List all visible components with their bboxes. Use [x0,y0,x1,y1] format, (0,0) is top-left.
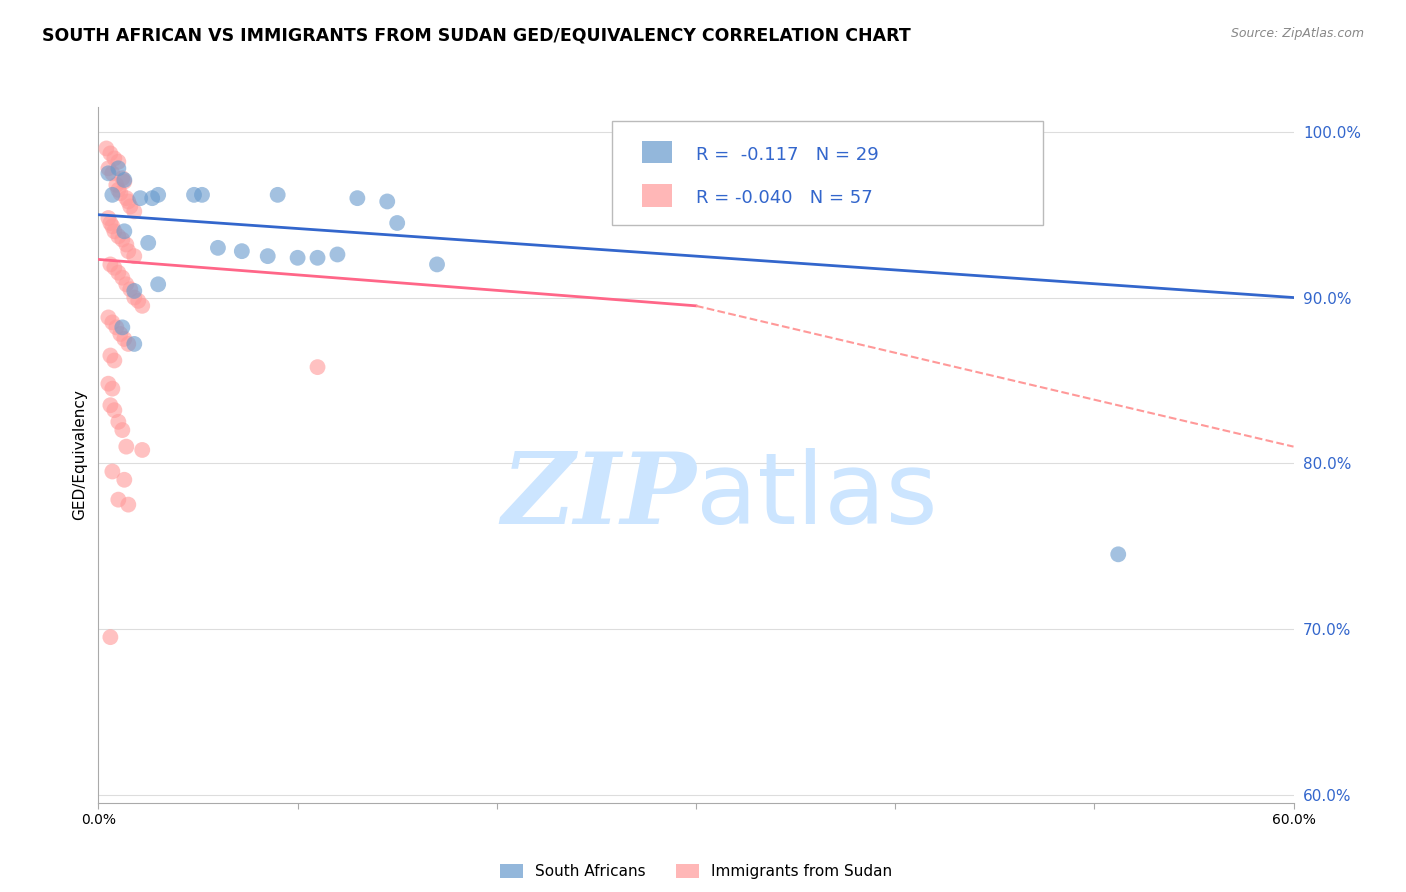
Text: SOUTH AFRICAN VS IMMIGRANTS FROM SUDAN GED/EQUIVALENCY CORRELATION CHART: SOUTH AFRICAN VS IMMIGRANTS FROM SUDAN G… [42,27,911,45]
Point [101,465,124,479]
Point [96,141,118,155]
Legend: South Africans, Immigrants from Sudan: South Africans, Immigrants from Sudan [494,858,898,886]
Point [127,293,149,308]
Point [111,320,134,334]
Point [103,224,125,238]
Point [131,299,153,313]
Point [103,152,125,166]
Point [107,183,129,197]
Point [98,398,122,412]
Point [111,270,134,285]
Point [110,326,132,341]
Point [98,216,122,230]
FancyBboxPatch shape [643,141,672,163]
Point [107,266,129,280]
Point [287,251,309,265]
Point [148,187,170,202]
Point [124,249,146,263]
Point [107,415,129,429]
Point [307,251,329,265]
Point [112,175,135,189]
Point [385,216,409,230]
Point [231,244,253,259]
Point [326,247,349,261]
Point [117,194,139,209]
Point [97,310,120,325]
Point [105,320,128,334]
Point [103,403,125,417]
Point [97,376,120,391]
Point [101,382,124,396]
Point [426,257,449,271]
Point [117,498,139,512]
Point [124,204,146,219]
Point [375,194,398,209]
Point [124,284,146,298]
Point [191,187,214,202]
Point [98,257,122,271]
Point [115,237,138,252]
Point [120,282,142,296]
Point [117,337,139,351]
Point [148,277,170,292]
Point [120,199,142,213]
Point [107,229,129,244]
Point [129,191,152,205]
Point [98,630,122,644]
Point [107,154,129,169]
Point [124,291,146,305]
Point [110,186,132,201]
Point [97,211,120,225]
FancyBboxPatch shape [643,185,672,207]
Point [115,191,138,205]
Point [103,260,125,275]
Point [267,187,290,202]
Point [136,235,159,250]
Point [307,360,329,375]
Point [112,224,135,238]
Point [111,233,134,247]
Text: atlas: atlas [696,448,938,545]
Point [131,442,153,457]
Text: R =  -0.117   N = 29: R = -0.117 N = 29 [696,146,879,164]
Text: R = -0.040   N = 57: R = -0.040 N = 57 [696,189,873,208]
Point [115,277,138,292]
Point [1107,547,1129,561]
Point [107,161,129,176]
Point [101,187,124,202]
FancyBboxPatch shape [612,121,1043,226]
Point [124,337,146,351]
Point [111,171,134,186]
Point [141,191,163,205]
Point [101,219,124,234]
Point [107,492,129,507]
Point [112,332,135,346]
Text: ZIP: ZIP [501,449,696,545]
Point [346,191,368,205]
Point [101,315,124,329]
Y-axis label: GED/Equivalency: GED/Equivalency [72,390,87,520]
Point [101,166,124,180]
Point [98,349,122,363]
Text: Source: ZipAtlas.com: Source: ZipAtlas.com [1230,27,1364,40]
Point [112,173,135,187]
Point [98,146,122,161]
Point [183,187,205,202]
Point [97,161,120,176]
Point [97,166,120,180]
Point [103,353,125,368]
Point [117,244,139,259]
Point [105,178,128,192]
Point [256,249,278,263]
Point [115,440,138,454]
Point [207,241,229,255]
Point [111,423,134,437]
Point [112,473,135,487]
